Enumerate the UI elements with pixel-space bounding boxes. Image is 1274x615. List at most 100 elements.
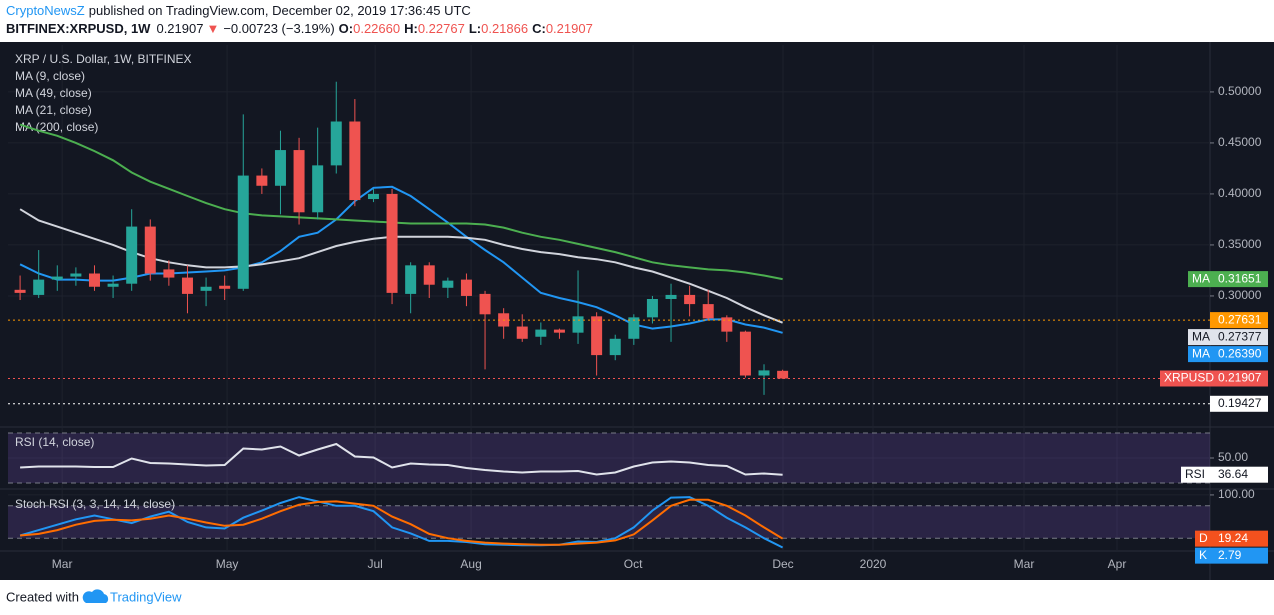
price-tag (1195, 547, 1268, 564)
price-tag (1188, 346, 1268, 363)
y-tick-label: 0.45000 (1218, 135, 1262, 149)
price-tag-value: 2.79 (1218, 548, 1242, 562)
candle-body (144, 226, 156, 274)
publisher[interactable]: CryptoNewsZ (6, 3, 85, 18)
candle-body (367, 193, 379, 200)
candle-body (51, 276, 63, 280)
y-tick-label: 100.00 (1218, 487, 1255, 501)
candle-body (442, 280, 454, 288)
price-tag-name: MA (1192, 271, 1210, 285)
moving-average (19, 123, 783, 281)
candle-body (163, 269, 175, 278)
candle-body (312, 165, 324, 213)
pane-title: RSI (14, close) (15, 435, 94, 449)
candle-body (591, 316, 603, 356)
candle-body (293, 150, 305, 213)
candle-body (553, 329, 565, 333)
y-tick-label: 0.40000 (1218, 186, 1262, 200)
price-tag (1160, 370, 1268, 387)
candle-body (107, 283, 119, 287)
price-tag-name: D (1199, 531, 1208, 545)
x-tick-label: Oct (624, 557, 643, 571)
candle-body (126, 226, 138, 284)
x-tick-label: May (216, 557, 239, 571)
brand[interactable]: TradingView (110, 589, 182, 604)
x-tick-label: Mar (1014, 557, 1035, 571)
price-tag-value: 19.24 (1218, 531, 1248, 545)
candle-body (237, 175, 249, 289)
y-tick-label: 0.35000 (1218, 237, 1262, 251)
candle-body (535, 329, 547, 337)
candle-body (256, 175, 268, 186)
candle-body (702, 304, 714, 319)
candle-body (219, 285, 231, 289)
price-tag (1188, 271, 1268, 288)
y-tick-label: 0.50000 (1218, 84, 1262, 98)
x-tick-label: Aug (460, 557, 481, 571)
price-tag-value: 0.27377 (1218, 329, 1262, 343)
last-price: 0.21907 (156, 21, 203, 36)
price-tag-value: 0.26390 (1218, 346, 1262, 360)
ohlc-key: O: (339, 21, 353, 36)
candle-body (14, 289, 26, 293)
ohlc-value: 0.21907 (546, 21, 593, 36)
price-tag-name: XRPUSD (1164, 371, 1214, 385)
study-legend: MA (49, close) (15, 86, 92, 100)
header-line: CryptoNewsZ published on TradingView.com,… (6, 3, 471, 18)
price-tag (1195, 530, 1268, 547)
price-tag (1210, 312, 1268, 329)
candle-body (721, 317, 733, 332)
candle-body (33, 279, 45, 295)
price-tag (1188, 329, 1268, 346)
candle-body (739, 331, 751, 376)
candle-body (423, 265, 435, 285)
candle-body (609, 338, 621, 356)
band-fill (8, 433, 1210, 483)
brand-logo[interactable] (82, 589, 109, 603)
price-tag-value: 36.64 (1218, 467, 1248, 481)
price-tag (1181, 466, 1268, 483)
candle-body (200, 286, 212, 291)
symbol-line: BITFINEX:XRPUSD, 1W 0.21907 ▼ −0.00723 (−3.… (6, 21, 593, 36)
ohlc-key: L: (469, 21, 481, 36)
price-tag-value: 0.19427 (1218, 396, 1262, 410)
candle-body (88, 273, 100, 287)
candle-body (572, 316, 584, 333)
ohlc-value: 0.22660 (353, 21, 400, 36)
candle-body (628, 317, 640, 339)
x-tick-label: Mar (52, 557, 73, 571)
symbol: BITFINEX:XRPUSD, 1W (6, 21, 151, 36)
candle-body (479, 293, 491, 315)
candle-body (405, 265, 417, 294)
price-tag-value: 0.27631 (1218, 312, 1262, 326)
price-tag-value: 0.31651 (1218, 271, 1262, 285)
candle-body (386, 193, 398, 293)
study-legend: MA (21, close) (15, 103, 92, 117)
indicator-line (20, 442, 783, 476)
change-arrow: ▼ (206, 21, 219, 36)
candle-body (349, 121, 361, 201)
ohlc-value: 0.21866 (481, 21, 528, 36)
candle-body (646, 299, 658, 318)
ohlc-key: H: (404, 21, 418, 36)
candle-body (665, 294, 677, 299)
change: −0.00723 (−3.19%) (223, 21, 334, 36)
pane-title: Stoch RSI (3, 3, 14, 14, close) (15, 497, 175, 511)
published: published on TradingView.com, December 0… (89, 3, 471, 18)
y-tick-label: 0.30000 (1218, 288, 1262, 302)
chart-background (0, 42, 1274, 580)
candle-body (274, 150, 286, 186)
ohlc-value: 0.22767 (418, 21, 465, 36)
candle-body (181, 277, 193, 294)
y-tick-label: 50.00 (1218, 450, 1248, 464)
pane-title: XRP / U.S. Dollar, 1W, BITFINEX (15, 52, 192, 66)
x-tick-label: Apr (1108, 557, 1127, 571)
candle-body (330, 121, 342, 166)
price-tag-name: MA (1192, 346, 1210, 360)
indicator-line (20, 498, 784, 546)
x-tick-label: 2020 (860, 557, 887, 571)
candle-body (516, 326, 528, 339)
moving-average (19, 185, 783, 334)
